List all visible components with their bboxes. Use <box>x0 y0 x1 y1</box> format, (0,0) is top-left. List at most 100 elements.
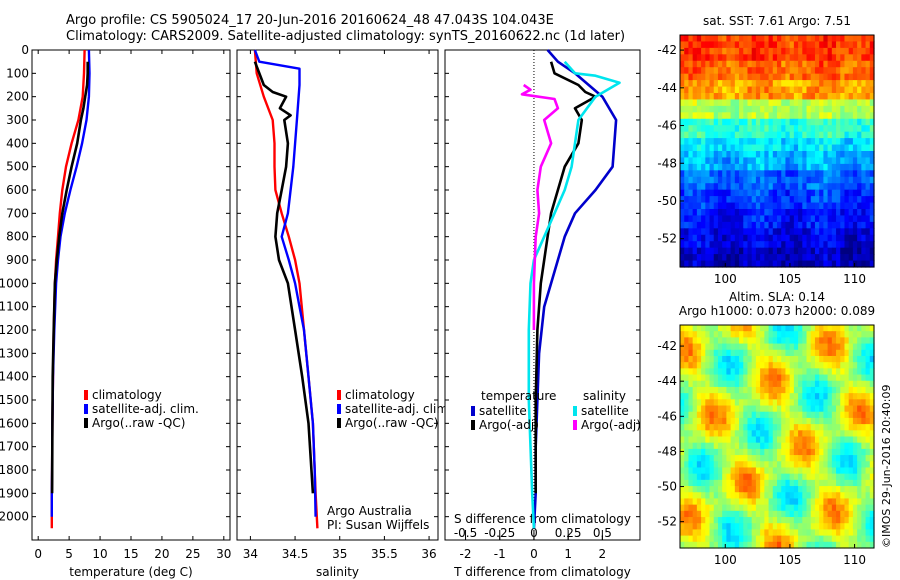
sla_map-cell <box>836 417 841 425</box>
sst_map-cell <box>789 118 795 126</box>
sst_map-cell <box>739 163 744 171</box>
sla_map-cell <box>713 380 719 388</box>
sla_map-cell <box>869 541 875 549</box>
sla_map-cell <box>764 473 770 481</box>
sst_map-cell <box>730 183 736 191</box>
sla_map-cell <box>692 498 698 506</box>
sla_map-cell <box>696 362 702 369</box>
sst_map-cell <box>726 189 732 197</box>
sst_map-cell <box>705 67 711 75</box>
sla_map-cell <box>806 467 812 475</box>
sst_map-cell <box>680 157 685 165</box>
sst_map-cell <box>819 254 824 262</box>
sst_map-cell <box>768 125 774 133</box>
sst_map-cell <box>865 99 871 107</box>
sla_map-cell <box>726 355 732 363</box>
sst_map-cell <box>793 157 799 165</box>
sla_map-cell <box>760 535 765 543</box>
sla_map-cell <box>789 517 795 524</box>
sst_map-cell <box>760 183 765 191</box>
sla_map-cell <box>802 368 808 376</box>
sst-map-title: sat. SST: 7.61 Argo: 7.51 <box>703 14 851 28</box>
sst_map-cell <box>802 118 808 126</box>
sst_map-ytick-label: -42 <box>657 43 677 57</box>
sst_map-cell <box>764 105 770 113</box>
sla_map-cell <box>713 325 719 332</box>
sla_map-cell <box>726 380 732 388</box>
sst_map-cell <box>768 93 774 101</box>
sla_map-cell <box>755 529 761 537</box>
sla_map-cell <box>777 461 782 469</box>
sst_map-cell <box>730 105 736 113</box>
sla_map-cell <box>755 355 761 363</box>
sst_map-cell <box>861 234 867 242</box>
sst_map-cell <box>684 241 690 249</box>
sst_map-cell <box>709 228 715 236</box>
sst_map-cell <box>810 151 816 159</box>
sst_map-cell <box>785 254 791 262</box>
sst_map-cell <box>798 209 803 217</box>
sst_map-cell <box>705 247 711 255</box>
sla_map-cell <box>747 355 753 363</box>
sst_map-cell <box>713 47 719 55</box>
sst_map-cell <box>827 93 833 101</box>
sst_map-cell <box>684 144 690 152</box>
sst_map-cell <box>865 35 871 43</box>
sla_map-cell <box>836 442 841 450</box>
sla_map-cell <box>692 386 698 394</box>
sla_map-cell <box>684 517 690 524</box>
sla_map-cell <box>777 393 782 400</box>
sla_map-cell <box>869 343 875 351</box>
sst_map-cell <box>692 125 698 133</box>
sst_map-cell <box>865 202 871 210</box>
sla_map-cell <box>739 393 744 400</box>
sla_map-cell <box>844 510 850 518</box>
sla_map-cell <box>852 386 858 394</box>
sla_map-cell <box>827 535 833 543</box>
sst_map-cell <box>768 73 774 81</box>
sst_map-cell <box>785 125 791 133</box>
sst_map-cell <box>865 215 871 223</box>
sla_map-cell <box>861 523 867 531</box>
sla_map-cell <box>705 337 711 345</box>
sla_map-cell <box>840 337 846 345</box>
sst_map-cell <box>785 241 791 249</box>
sst_map-cell <box>865 151 871 159</box>
sla_map-cell <box>684 492 690 500</box>
sla_map-cell <box>789 374 795 382</box>
sla_map-cell <box>709 362 715 369</box>
sla_map-cell <box>814 343 820 351</box>
sst_map-cell <box>865 54 871 62</box>
sst_map-cell <box>802 144 808 152</box>
sst_map-cell <box>831 41 837 49</box>
sla_map-cell <box>764 448 770 456</box>
sst_map-cell <box>810 105 816 113</box>
sla_map-cell <box>717 498 723 506</box>
sla_map-cell <box>793 541 799 549</box>
sla_map-cell <box>772 461 778 469</box>
sla_map-cell <box>688 461 694 469</box>
sla_map-cell <box>798 411 803 419</box>
sst_map-cell <box>772 163 778 171</box>
sla_map-cell <box>701 374 706 382</box>
sla_map-cell <box>852 343 858 351</box>
sla_map-cell <box>684 498 690 506</box>
sla_map-cell <box>848 380 854 388</box>
ytick-label: 600 <box>6 183 29 197</box>
sst_map-cell <box>840 254 846 262</box>
sst_map-cell <box>836 67 841 75</box>
sla_map-cell <box>814 486 820 493</box>
ytick-label: 900 <box>6 253 29 267</box>
ytick-label: 1600 <box>0 416 29 430</box>
sla_map-cell <box>793 343 799 351</box>
sst_map-cell <box>709 202 715 210</box>
sla_map-cell <box>713 331 719 338</box>
sla_map-cell <box>722 374 727 382</box>
sst_map-cell <box>739 221 744 229</box>
sla_map-cell <box>852 492 858 500</box>
sla_map-cell <box>739 504 744 512</box>
sla_map-cell <box>785 343 791 351</box>
sla_map-cell <box>755 486 761 493</box>
sst_map-cell <box>701 189 706 197</box>
sst_map-cell <box>739 138 744 146</box>
